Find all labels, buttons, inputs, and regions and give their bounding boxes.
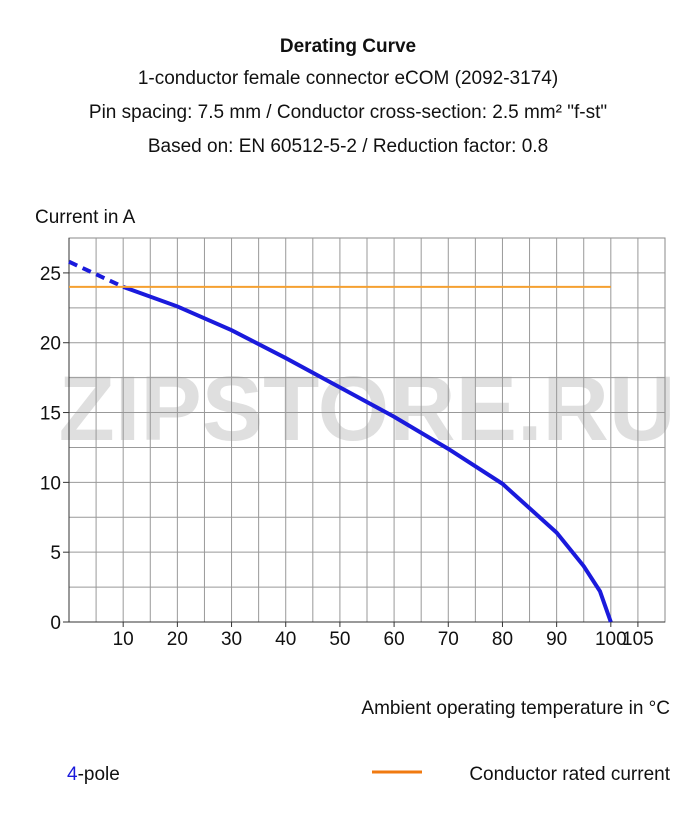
x-tick-label: 80 (492, 629, 513, 650)
x-tick-label: 20 (167, 629, 188, 650)
x-tick-label: 10 (113, 629, 134, 650)
x-tick-label: 40 (275, 629, 296, 650)
y-tick-label: 25 (40, 264, 61, 285)
chart-subtitle: Based on: EN 60512-5-2 / Reduction facto… (148, 136, 548, 157)
x-tick-label: 105 (622, 629, 654, 650)
x-tick-label: 50 (329, 629, 350, 650)
chart-subtitle: Pin spacing: 7.5 mm / Conductor cross-se… (89, 102, 607, 123)
chart-subtitle: 1-conductor female connector eCOM (2092-… (138, 68, 558, 89)
x-tick-label: 30 (221, 629, 242, 650)
x-tick-label: 60 (384, 629, 405, 650)
x-tick-label: 70 (438, 629, 459, 650)
legend-label: Conductor rated current (469, 764, 670, 785)
chart-title: Derating Curve (280, 36, 416, 57)
y-tick-label: 15 (40, 404, 61, 425)
y-tick-label: 0 (50, 613, 61, 634)
series-line (122, 284, 613, 623)
series-line-dashed (68, 259, 125, 289)
x-axis-label: Ambient operating temperature in °C (361, 698, 670, 719)
x-tick-label: 100 (595, 629, 627, 650)
y-tick-label: 10 (40, 473, 61, 494)
y-tick-label: 5 (50, 543, 61, 564)
y-tick-label: 20 (40, 334, 61, 355)
legend-label: 4-pole (67, 764, 120, 785)
y-axis-label: Current in A (35, 207, 136, 228)
x-tick-label: 90 (546, 629, 567, 650)
